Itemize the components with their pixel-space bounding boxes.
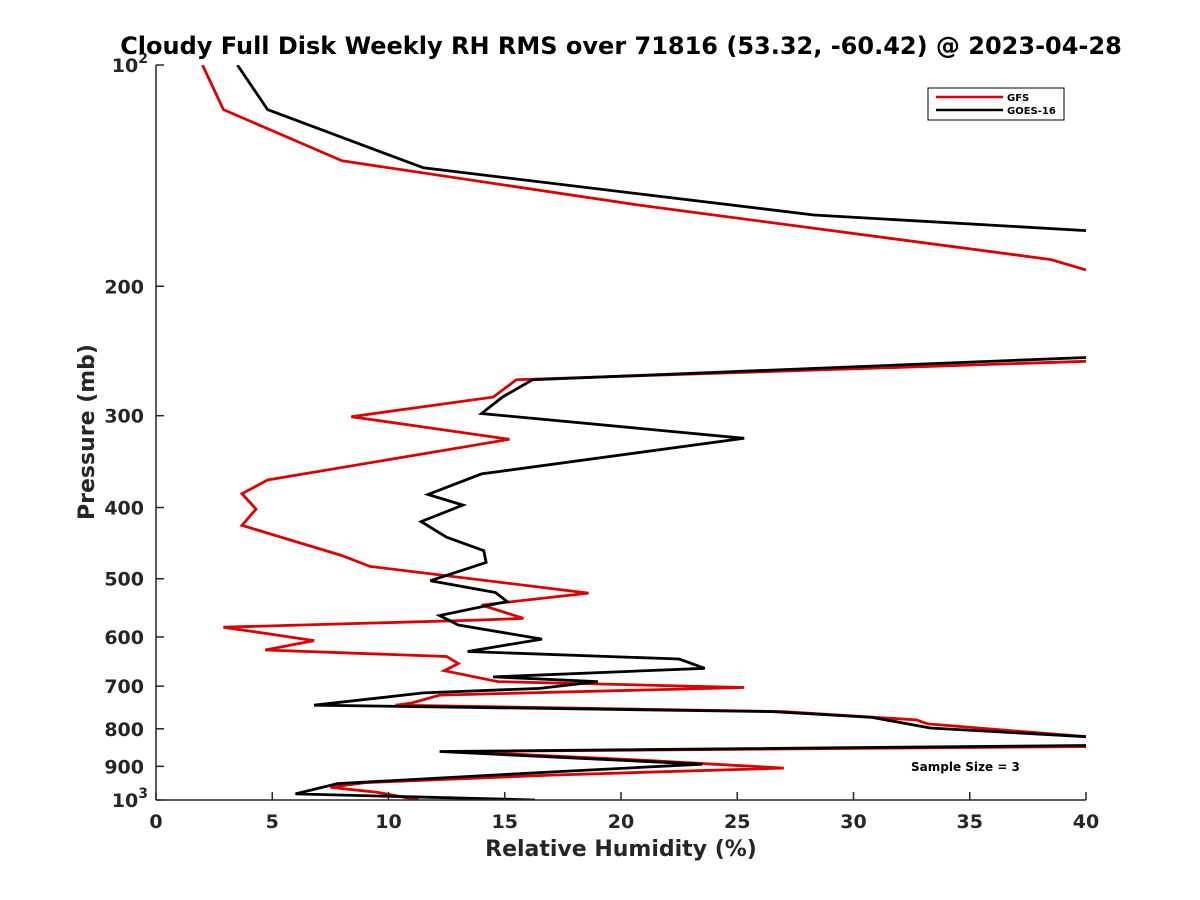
legend-box xyxy=(927,87,1065,121)
x-tick-label: 15 xyxy=(492,811,518,833)
y-tick-label: 200 xyxy=(104,276,144,298)
x-tick-label: 40 xyxy=(1073,811,1099,833)
series-line-goes16 xyxy=(236,65,1086,800)
y-tick-label: 800 xyxy=(104,719,144,741)
y-tick-label: 600 xyxy=(104,627,144,649)
y-tick-label: 700 xyxy=(104,676,144,698)
x-tick-label: 20 xyxy=(608,811,634,833)
legend-label-gfs: GFS xyxy=(1007,93,1029,104)
x-tick-label: 10 xyxy=(375,811,401,833)
ticks-layer: 0 5 10 15 20 25 30 35 40 102 200 300 400 500 600 700 800… xyxy=(104,51,1099,833)
x-tick-label: 0 xyxy=(149,811,162,833)
y-tick-label: 500 xyxy=(104,569,144,591)
legend-label-goes16: GOES-16 xyxy=(1007,106,1056,117)
x-tick-label: 25 xyxy=(724,811,750,833)
x-tick-label: 30 xyxy=(840,811,866,833)
x-tick-label: 35 xyxy=(957,811,983,833)
y-axis-label: Pressure (mb) xyxy=(75,344,100,520)
series-layer xyxy=(201,65,1086,800)
y-tick-label: 300 xyxy=(104,406,144,428)
y-tick-label: 900 xyxy=(104,756,144,778)
sample-size-annotation: Sample Size = 3 xyxy=(911,760,1020,774)
x-axis-label: Relative Humidity (%) xyxy=(485,837,757,862)
y-tick-label: 102 xyxy=(112,51,148,77)
plot-area xyxy=(156,65,1086,800)
y-tick-label: 400 xyxy=(104,498,144,520)
y-tick-label: 103 xyxy=(112,786,148,812)
chart-title: Cloudy Full Disk Weekly RH RMS over 7181… xyxy=(120,32,1122,60)
legend: GFS GOES-16 xyxy=(927,87,1065,121)
x-tick-label: 5 xyxy=(266,811,279,833)
